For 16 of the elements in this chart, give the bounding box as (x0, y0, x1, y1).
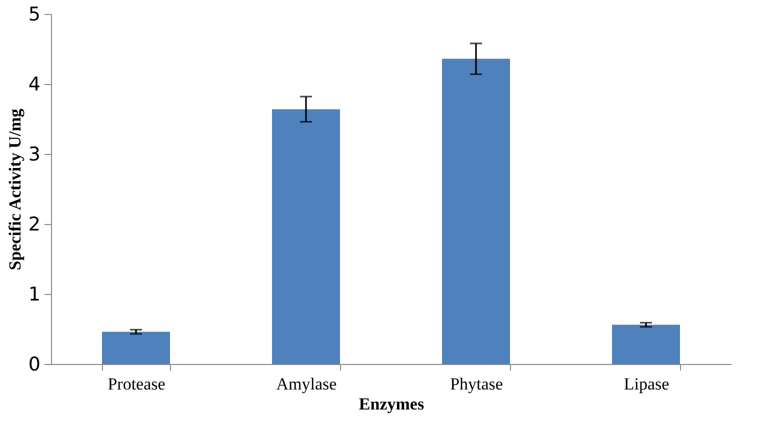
y-tick-label: 5 (28, 4, 40, 26)
x-tick-label: Protease (108, 374, 166, 394)
y-tick-label: 1 (28, 284, 40, 306)
y-tick-label: 2 (28, 214, 40, 236)
x-tick-label: Amylase (276, 374, 337, 394)
x-tick-label: Lipase (624, 374, 670, 394)
x-axis-title: Enzymes (358, 394, 424, 414)
y-axis-title: Specific Activity U/mg (5, 108, 24, 270)
y-tick-label: 3 (28, 144, 40, 166)
y-tick-label: 4 (28, 74, 40, 96)
x-tick-label: Phytase (450, 374, 503, 394)
bar (612, 324, 680, 364)
y-tick-label: 0 (28, 354, 40, 376)
bar (272, 109, 340, 364)
bar (102, 332, 170, 364)
bar (442, 58, 510, 364)
